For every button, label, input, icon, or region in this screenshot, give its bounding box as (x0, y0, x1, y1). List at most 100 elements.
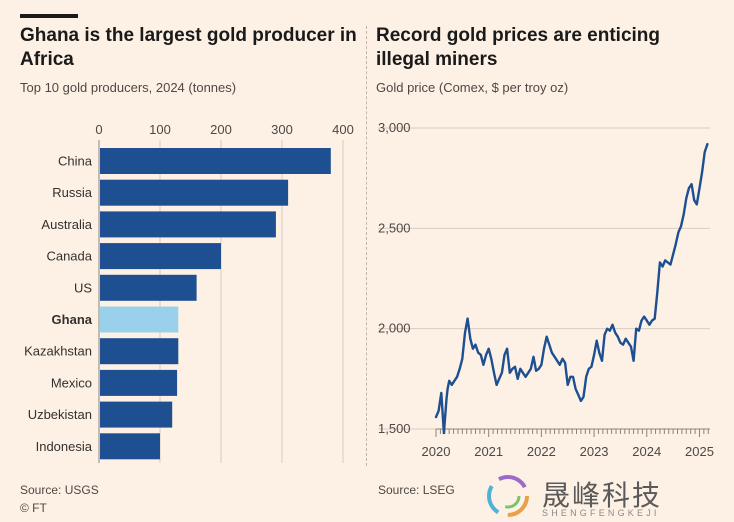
category-label: Mexico (51, 375, 92, 390)
y-tick-label: 1,500 (378, 421, 411, 436)
data-point (706, 143, 709, 145)
bar-australia (100, 211, 276, 238)
data-point (477, 351, 479, 354)
data-point (674, 243, 677, 246)
data-point (564, 361, 566, 364)
data-point (651, 319, 653, 322)
data-point (545, 335, 548, 338)
data-point (688, 187, 690, 189)
data-point (508, 372, 511, 374)
data-point (590, 365, 593, 368)
data-point (561, 357, 564, 360)
data-point (690, 183, 693, 185)
data-point (627, 341, 630, 344)
watermark-logo: 晟峰科技 SHENGFENGKEJI (486, 472, 716, 520)
data-point (701, 171, 703, 173)
data-point (469, 337, 472, 340)
data-point (698, 187, 701, 189)
data-point (464, 331, 466, 334)
data-point (682, 213, 685, 216)
data-point (638, 329, 640, 332)
data-point (516, 378, 519, 380)
data-point (667, 261, 669, 264)
category-label: Russia (52, 185, 93, 200)
x-tick-label: 2024 (632, 444, 661, 459)
data-point (609, 329, 611, 332)
data-point (446, 388, 449, 390)
data-point (659, 261, 661, 264)
data-point (645, 319, 648, 322)
data-point (453, 380, 456, 382)
category-label: US (74, 280, 92, 295)
data-point (522, 372, 524, 374)
data-point (466, 317, 469, 320)
data-point (574, 388, 577, 390)
category-label: Indonesia (36, 439, 93, 454)
line-chart-panel: Record gold prices are enticing illegal … (376, 24, 716, 95)
data-point (598, 351, 601, 354)
bar-uzbekistan (100, 401, 173, 428)
watermark-text: 晟峰科技 (542, 479, 663, 512)
category-label: Australia (41, 217, 92, 232)
data-point (601, 359, 603, 362)
swirl-logo-icon (487, 475, 529, 517)
data-point (559, 363, 561, 366)
bar-chart-subtitle: Top 10 gold producers, 2024 (tonnes) (20, 80, 237, 95)
category-label: Ghana (52, 312, 93, 327)
data-point (501, 372, 503, 374)
data-point (672, 253, 674, 256)
data-point (548, 343, 551, 346)
watermark-subtext: SHENGFENGKEJI (542, 508, 660, 518)
data-point (572, 376, 574, 378)
data-point (693, 199, 695, 202)
data-point (435, 416, 437, 418)
data-point (461, 357, 464, 360)
bar-china (100, 148, 331, 174)
data-point (632, 359, 635, 362)
x-tick-label: 2025 (685, 444, 714, 459)
data-point (482, 363, 485, 366)
data-point (588, 368, 590, 370)
category-label: Canada (46, 249, 92, 264)
data-point (485, 353, 487, 356)
x-tick-label: 400 (332, 122, 354, 137)
data-point (664, 259, 667, 262)
data-point (648, 323, 651, 326)
data-point (495, 384, 498, 386)
x-tick-label: 2021 (474, 444, 503, 459)
data-point (519, 368, 522, 370)
line-chart-subtitle: Gold price (Comex, $ per troy oz) (376, 80, 569, 95)
bar-chart: 0 100 200 300 400 China Russia Australia Canada U… (24, 122, 354, 463)
x-tick-label: 100 (149, 122, 171, 137)
data-point (606, 327, 609, 330)
data-point (503, 353, 506, 356)
data-point (527, 372, 530, 374)
data-point (611, 323, 614, 326)
data-point (532, 355, 535, 358)
x-tick-label: 2023 (580, 444, 609, 459)
line-chart-title: Record gold prices are enticing illegal … (376, 25, 661, 70)
x-tick-label: 200 (210, 122, 232, 137)
data-point (696, 203, 698, 206)
data-point (669, 263, 672, 266)
data-point (661, 265, 664, 268)
data-point (543, 347, 545, 350)
line-chart-footer: Source: LSEG (378, 481, 455, 499)
data-point (619, 341, 622, 344)
data-point (614, 331, 616, 334)
bar-canada (100, 243, 221, 270)
data-point (535, 370, 537, 372)
line-chart-source: Source: LSEG (378, 483, 455, 497)
gold-price-line (434, 142, 709, 435)
data-point (635, 327, 638, 330)
data-point (556, 359, 558, 362)
bar-chart-source: Source: USGS (20, 483, 99, 497)
bar-chart-footer: Source: USGS © FT (20, 481, 99, 517)
bar-chart-panel: Ghana is the largest gold producer in Af… (20, 24, 360, 95)
ft-top-rule (20, 14, 78, 18)
x-tick-label: 0 (95, 122, 102, 137)
data-point (656, 291, 659, 294)
data-point (540, 363, 543, 366)
data-point (458, 368, 461, 370)
data-point (624, 337, 627, 340)
